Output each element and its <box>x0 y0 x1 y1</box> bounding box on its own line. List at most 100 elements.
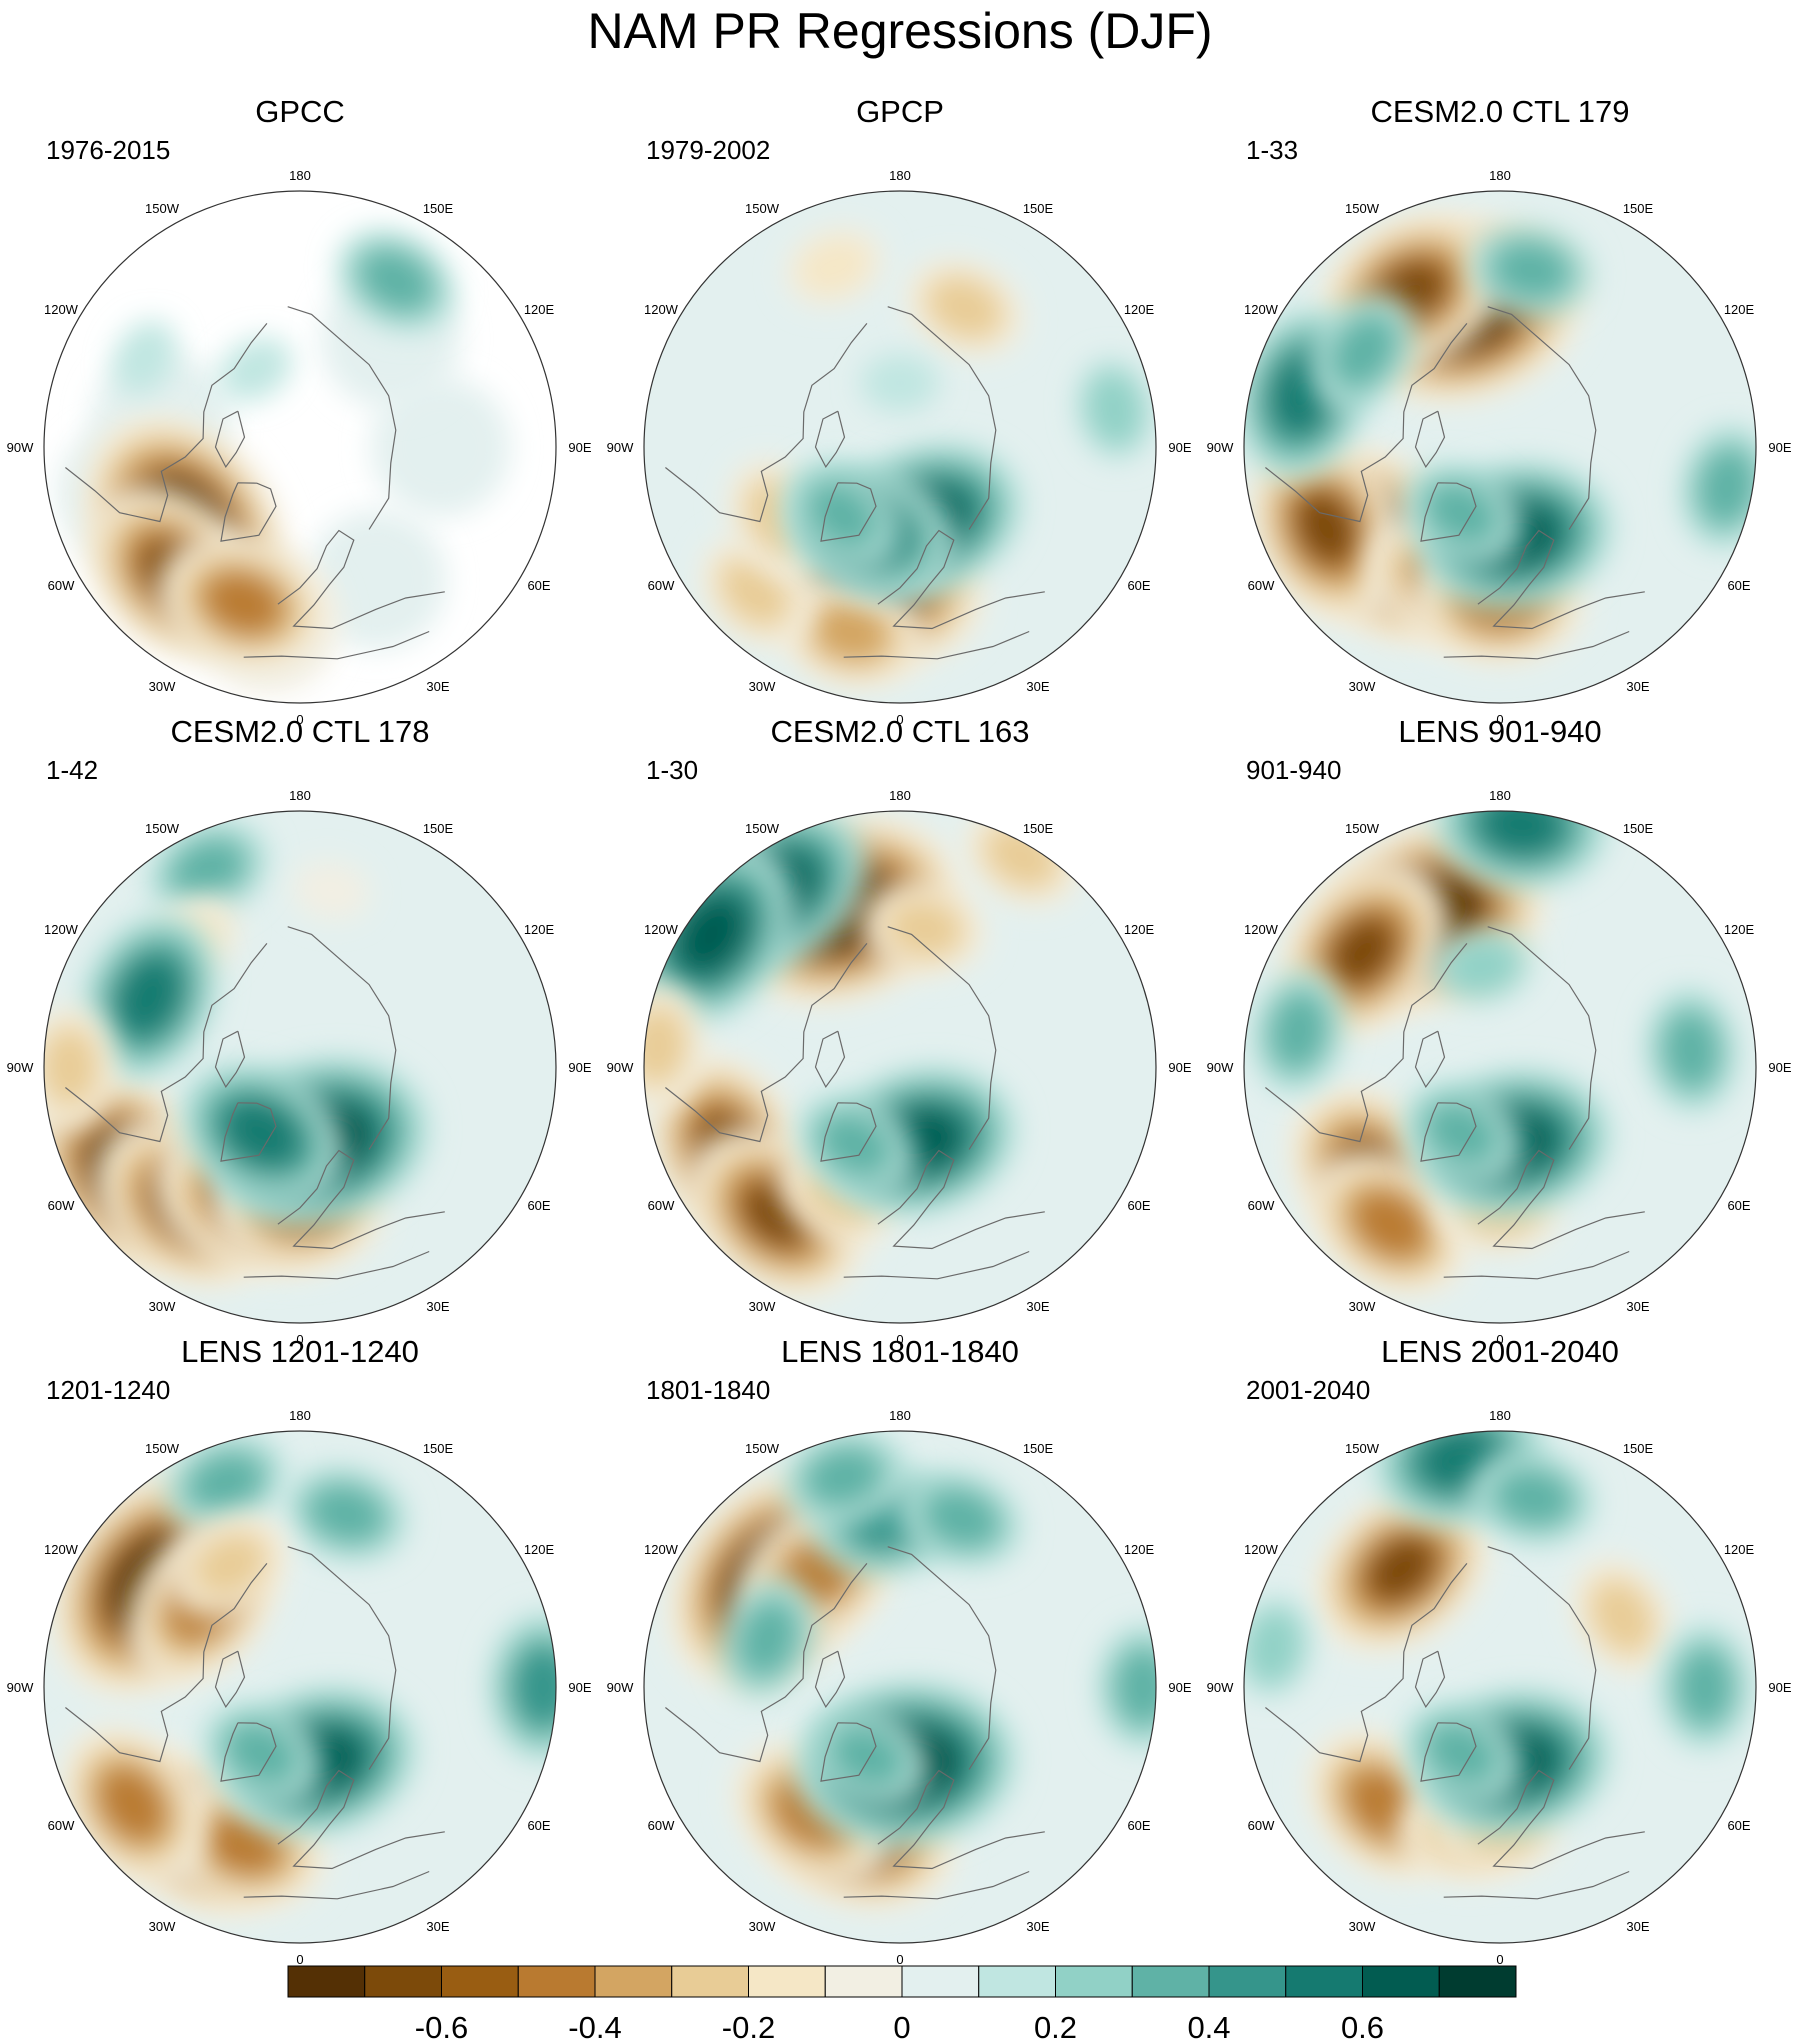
polar-map: 180 150E 120E 90E 60E 30E 0 30W 60W 90W 120W 150W <box>607 788 1192 1347</box>
panel-years: 1-42 <box>46 755 99 785</box>
anomaly-blob <box>904 257 1026 359</box>
anomaly-blob <box>1096 1623 1156 1751</box>
anomaly-blob <box>718 1577 817 1701</box>
longitude-label: 150E <box>423 201 454 216</box>
longitude-label: 120W <box>644 302 679 317</box>
colorbar-tick-label: 0.6 <box>1341 2010 1384 2042</box>
longitude-label: 120E <box>524 1542 555 1557</box>
longitude-label: 30W <box>1349 1919 1376 1934</box>
longitude-label: 90E <box>1168 1060 1191 1075</box>
longitude-label: 120E <box>1124 302 1155 317</box>
longitude-label: 150W <box>745 821 780 836</box>
coastline <box>1420 1102 1477 1162</box>
coastline <box>220 1722 277 1782</box>
longitude-label: 180 <box>1489 1408 1511 1423</box>
coastline <box>277 1149 445 1250</box>
longitude-label: 60W <box>48 1198 75 1213</box>
longitude-label: 60E <box>527 1198 550 1213</box>
longitude-label: 60E <box>1727 1198 1750 1213</box>
longitude-label: 0 <box>296 1332 303 1347</box>
longitude-label: 90W <box>7 440 34 455</box>
land-field <box>370 377 511 517</box>
longitude-label: 120W <box>44 302 79 317</box>
anomaly-blob <box>795 1092 915 1197</box>
longitude-label: 150W <box>745 1441 780 1456</box>
coastline <box>843 630 1030 660</box>
longitude-label: 90E <box>1768 440 1791 455</box>
longitude-label: 120E <box>1724 922 1755 937</box>
longitude-label: 120E <box>524 302 555 317</box>
map-border <box>43 1430 557 1944</box>
longitude-label: 150W <box>1345 821 1380 836</box>
map-panel: CESM2.0 CTL 179 180 150E 120E 90E 60E 30E 0 30W 6… <box>1200 92 1800 727</box>
colorbar-swatch <box>287 1965 366 1998</box>
coastline <box>1420 482 1477 542</box>
coastline <box>814 1030 846 1089</box>
longitude-label: 90E <box>568 1060 591 1075</box>
longitude-label: 90E <box>568 440 591 455</box>
anomaly-blob <box>1468 222 1595 319</box>
colorbar-tick-label: -0.4 <box>568 2010 621 2042</box>
colorbar-tick-label: 0.4 <box>1187 2010 1230 2042</box>
coastline <box>877 1149 1045 1250</box>
colorbar-tick-label: -0.2 <box>722 2010 775 2042</box>
coastline <box>287 1546 397 1770</box>
panel-title: GPCP <box>856 94 944 129</box>
anomaly-blob <box>1244 1596 1312 1698</box>
longitude-label: 60E <box>1727 578 1750 593</box>
longitude-label: 120W <box>1244 922 1279 937</box>
colorbar-swatch <box>364 1965 442 1998</box>
colorbar-swatch <box>901 1965 980 1998</box>
map-border <box>1243 1430 1757 1944</box>
coastline <box>820 1102 877 1162</box>
longitude-label: 180 <box>889 788 911 803</box>
longitude-label: 120E <box>1724 302 1755 317</box>
longitude-label: 120E <box>1124 1542 1155 1557</box>
anomaly-blob <box>1250 968 1346 1095</box>
anomaly-blob <box>861 880 988 976</box>
map-panel: GPCC 180 150E 120E 90E 60E 30E 0 30W 60W 90W 120W 15… <box>0 92 600 727</box>
longitude-label: 30W <box>1349 679 1376 694</box>
colorbar-swatch <box>441 1965 519 1998</box>
longitude-label: 150W <box>145 201 180 216</box>
polar-map: 180 150E 120E 90E 60E 30E 0 30W 60W 90W 120W 150W <box>7 168 592 727</box>
map-border <box>643 1430 1157 1944</box>
coastline <box>214 1030 246 1089</box>
coastline <box>843 1250 1030 1280</box>
coastline <box>277 1769 445 1870</box>
coastline <box>665 323 868 523</box>
coastline <box>1477 529 1645 630</box>
map-border <box>43 190 557 704</box>
coastline <box>1443 1870 1630 1900</box>
panel-title: CESM2.0 CTL 178 <box>170 714 430 749</box>
longitude-label: 60E <box>527 578 550 593</box>
longitude-label: 120E <box>1124 922 1155 937</box>
longitude-label: 90W <box>607 440 634 455</box>
anomaly-blob <box>784 226 885 307</box>
longitude-label: 120W <box>44 1542 79 1557</box>
longitude-label: 90E <box>1768 1680 1791 1695</box>
coastline <box>1477 1769 1645 1870</box>
longitude-label: 0 <box>896 1332 903 1347</box>
longitude-label: 0 <box>1496 712 1503 727</box>
panel-title: CESM2.0 CTL 163 <box>770 714 1030 749</box>
coastline <box>243 1870 430 1900</box>
longitude-label: 150W <box>145 821 180 836</box>
longitude-label: 60E <box>1127 1818 1150 1833</box>
map-border <box>1243 190 1757 704</box>
longitude-label: 0 <box>896 712 903 727</box>
coastline <box>1487 306 1597 530</box>
colorbar-swatch <box>1285 1965 1363 1998</box>
longitude-label: 30W <box>149 1299 176 1314</box>
longitude-label: 90E <box>568 1680 591 1695</box>
longitude-label: 60W <box>1248 1198 1275 1213</box>
longitude-label: 60W <box>648 1198 675 1213</box>
colorbar-swatch <box>1208 1965 1287 1998</box>
longitude-label: 150E <box>1623 821 1654 836</box>
anomaly-blob <box>178 1062 345 1205</box>
anomaly-blob <box>147 819 269 921</box>
anomaly-blob <box>336 229 456 333</box>
colorbar-swatch <box>1438 1965 1517 1998</box>
colorbar-swatch <box>748 1965 826 1998</box>
panel-years: 1201-1240 <box>46 1375 171 1405</box>
